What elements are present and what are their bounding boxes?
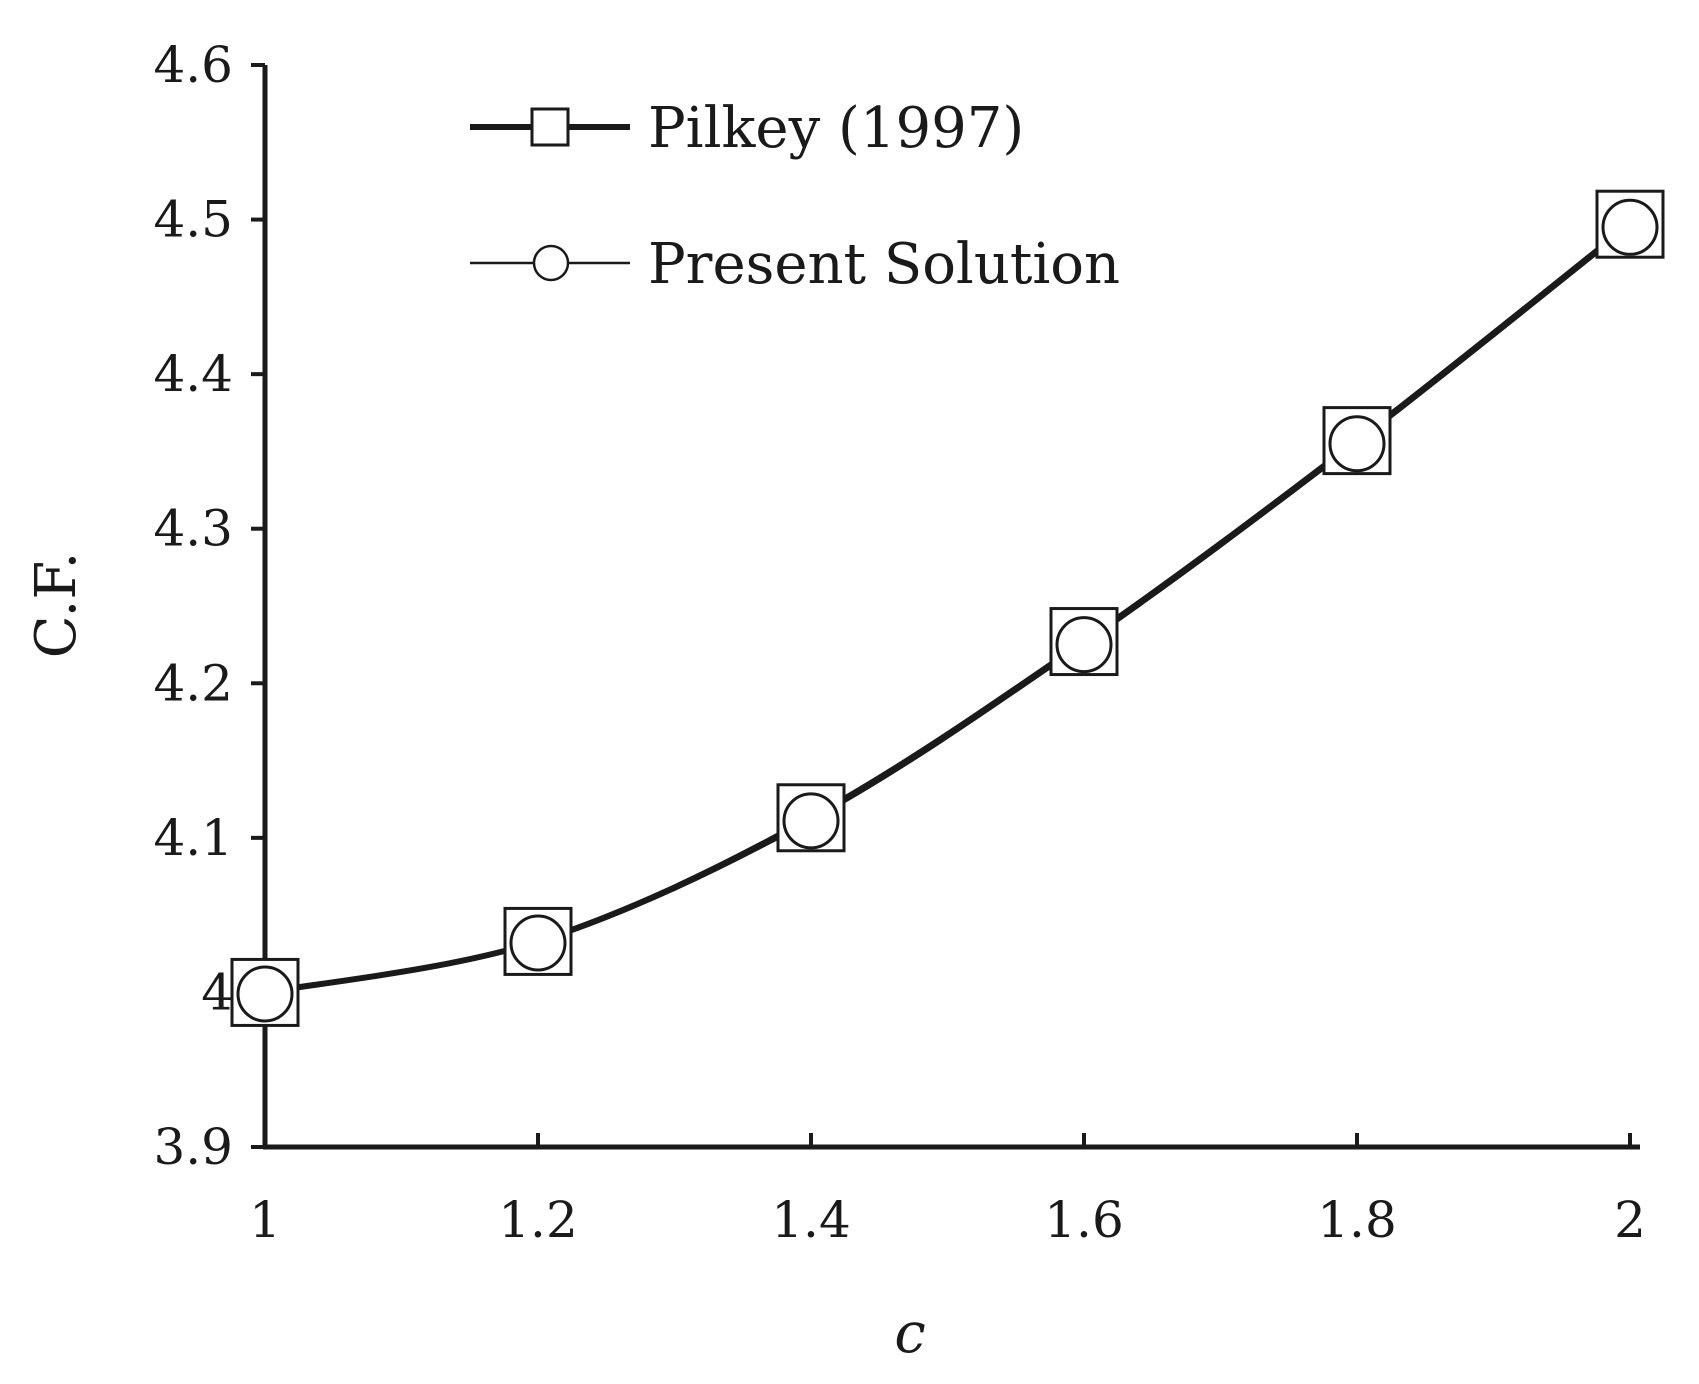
y-tick-label: 4.1 — [153, 809, 233, 867]
y-axis-label: C.F. — [24, 552, 89, 659]
legend: Pilkey (1997) Present Solution — [470, 96, 1120, 297]
x-tick-label: 1 — [249, 1191, 281, 1249]
y-tick-label: 4.4 — [153, 345, 233, 403]
series-line-present — [264, 226, 1631, 996]
legend-label-pilkey: Pilkey (1997) — [648, 96, 1024, 161]
y-tick-label: 4.5 — [153, 191, 233, 249]
markers — [230, 189, 1665, 1027]
present-circle-marker — [782, 792, 840, 850]
series-lines — [264, 221, 1632, 996]
y-tick-label: 4 — [201, 963, 233, 1021]
x-tick-label: 2 — [1614, 1191, 1646, 1249]
y-ticks: 3.9 4 4.1 4.2 4.3 4.4 4.5 4.6 — [153, 36, 265, 1176]
x-ticks: 1 1.2 1.4 1.6 1.8 2 — [249, 1133, 1646, 1249]
present-circle-marker — [1601, 198, 1659, 256]
present-circle-marker — [1328, 415, 1386, 473]
x-tick-label: 1.8 — [1317, 1191, 1397, 1249]
y-tick-label: 4.2 — [153, 654, 233, 712]
x-tick-label: 1.2 — [498, 1191, 578, 1249]
x-tick-label: 1.4 — [771, 1191, 851, 1249]
legend-circle-marker — [532, 244, 570, 282]
y-tick-label: 3.9 — [153, 1118, 233, 1176]
legend-square-marker — [530, 107, 570, 147]
legend-label-present: Present Solution — [648, 232, 1120, 297]
x-axis-label: c — [894, 1301, 925, 1366]
present-circle-marker — [509, 914, 567, 972]
present-circle-marker — [1055, 616, 1113, 674]
present-circle-marker — [236, 965, 294, 1023]
y-tick-label: 4.3 — [153, 500, 233, 558]
x-tick-label: 1.6 — [1044, 1191, 1124, 1249]
y-tick-label: 4.6 — [153, 36, 233, 94]
axes — [262, 65, 1640, 1150]
series-line-pilkey — [264, 221, 1632, 996]
